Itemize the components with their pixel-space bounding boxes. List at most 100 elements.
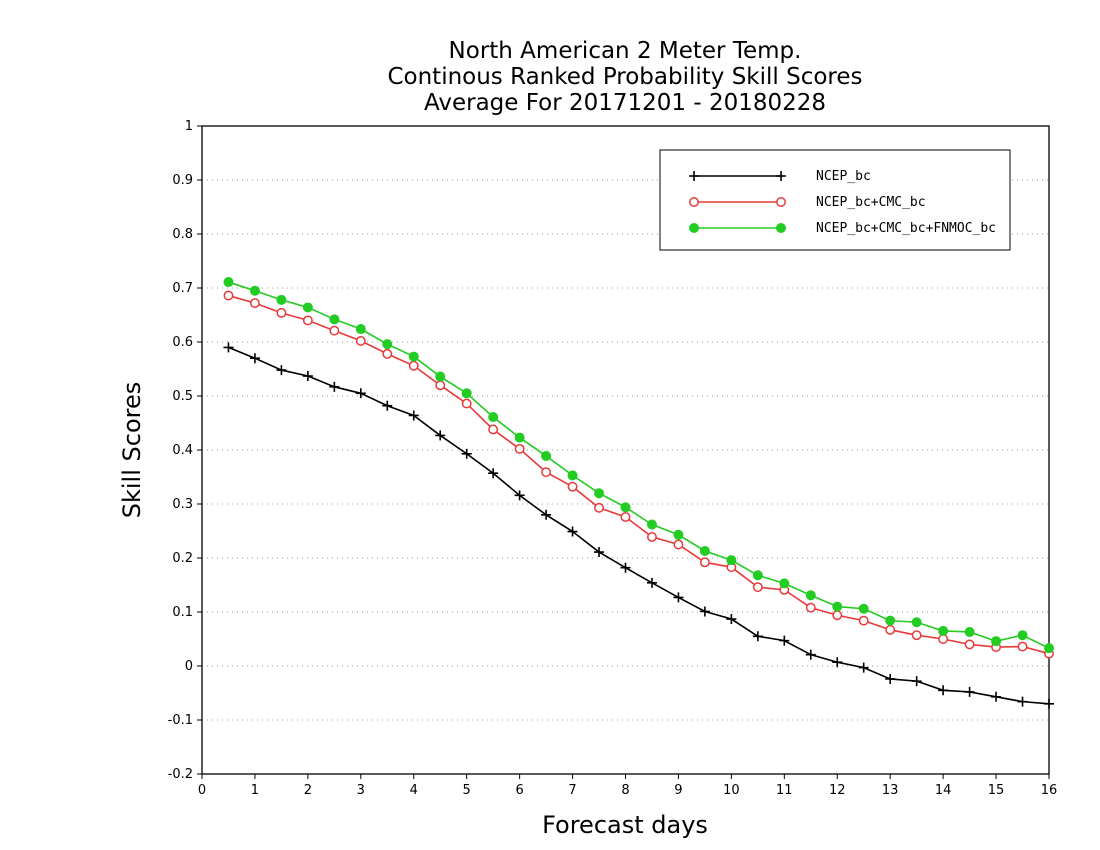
x-axis-ticks: 0 1 2 3 4 5 6 7 8 9 10 11 12 13 14 15 16 [198,774,1057,798]
data-point [329,381,340,392]
y-tick-label: 0.2 [172,551,193,566]
data-point [689,171,699,181]
y-tick-label: 1 [185,119,193,134]
data-point [991,636,1002,647]
data-point [964,639,975,650]
data-point [302,302,313,313]
data-point [302,315,313,326]
data-point [885,624,896,635]
data-point [461,398,472,409]
data-point [752,582,763,593]
x-tick-label: 8 [621,783,629,798]
data-point [776,223,786,233]
y-tick-label: 0.1 [172,605,193,620]
x-tick-label: 11 [776,783,793,798]
data-point [646,519,657,530]
data-point [408,360,419,371]
data-point [964,686,975,697]
y-tick-label: 0.7 [172,281,193,296]
data-point [832,601,843,612]
legend-label: NCEP_bc+CMC_bc+FNMOC_bc [816,221,996,236]
data-point [329,314,340,325]
data-point [1044,698,1054,709]
x-tick-label: 0 [198,783,206,798]
x-tick-label: 1 [251,783,259,798]
data-point [408,351,419,362]
data-point [355,388,366,399]
data-point [776,171,786,181]
x-tick-label: 13 [882,783,899,798]
data-point [541,450,552,461]
data-point [435,380,446,391]
data-point [461,448,472,459]
data-point [779,578,790,589]
legend-item: NCEP_bc+CMC_bc [689,195,926,210]
data-point [689,223,699,233]
y-tick-label: 0.4 [172,443,193,458]
legend-box [659,149,1011,251]
title-line-1: North American 2 Meter Temp. [449,38,802,64]
data-point [435,430,446,441]
series-0 [223,342,1054,709]
data-point [488,468,499,479]
data-point [1017,641,1028,652]
legend-item: NCEP_bc+CMC_bc+FNMOC_bc [689,221,996,236]
data-point [1017,696,1028,707]
x-tick-label: 9 [674,783,682,798]
series-2 [223,277,1054,654]
legend-label: NCEP_bc [816,169,871,184]
data-point [991,691,1002,702]
y-tick-label: 0.6 [172,335,193,350]
x-tick-label: 4 [410,783,418,798]
data-point [832,610,843,621]
data-point [302,371,313,382]
y-tick-label: -0.1 [168,713,193,728]
data-point [594,488,605,499]
series-line [228,346,1050,705]
y-tick-label: 0.5 [172,389,193,404]
series-line [228,294,1050,655]
data-point [355,324,366,335]
x-tick-label: 15 [988,783,1005,798]
data-point [805,649,816,660]
title-line-2: Continous Ranked Probability Skill Score… [387,64,862,90]
data-point [620,512,631,522]
data-point [805,602,816,613]
data-point [938,634,949,644]
data-point [911,630,922,641]
data-point [620,562,631,573]
data-point [567,481,578,492]
x-axis-label: Forecast days [542,811,708,839]
data-point [461,388,472,399]
data-point [699,545,710,556]
data-point [514,490,525,501]
x-tick-label: 14 [935,783,952,798]
data-point [514,443,525,454]
data-point [408,410,419,421]
data-point [805,590,816,601]
data-point [689,197,699,207]
data-point [249,298,260,309]
data-point [964,626,975,637]
grid-lines [202,179,1049,721]
chart-title: North American 2 Meter Temp. Continous R… [387,38,862,116]
series-layer [223,277,1054,709]
data-point [938,685,949,696]
data-point [858,615,869,626]
x-tick-label: 3 [357,783,365,798]
data-point [832,657,843,668]
data-point [858,603,869,614]
y-tick-label: 0.9 [172,173,193,188]
data-point [938,625,949,636]
data-point [355,335,366,346]
data-point [382,400,393,411]
data-point [594,502,604,513]
legend: NCEP_bc NCEP_bc+CMC_bc NCEP_bc+CMC_bc+FNMO… [659,149,1011,251]
data-point [776,197,786,207]
title-line-3: Average For 20171201 - 20180228 [424,90,826,116]
y-tick-label: 0 [185,659,193,674]
data-point [382,339,393,350]
data-point [752,631,763,642]
data-point [382,348,393,359]
